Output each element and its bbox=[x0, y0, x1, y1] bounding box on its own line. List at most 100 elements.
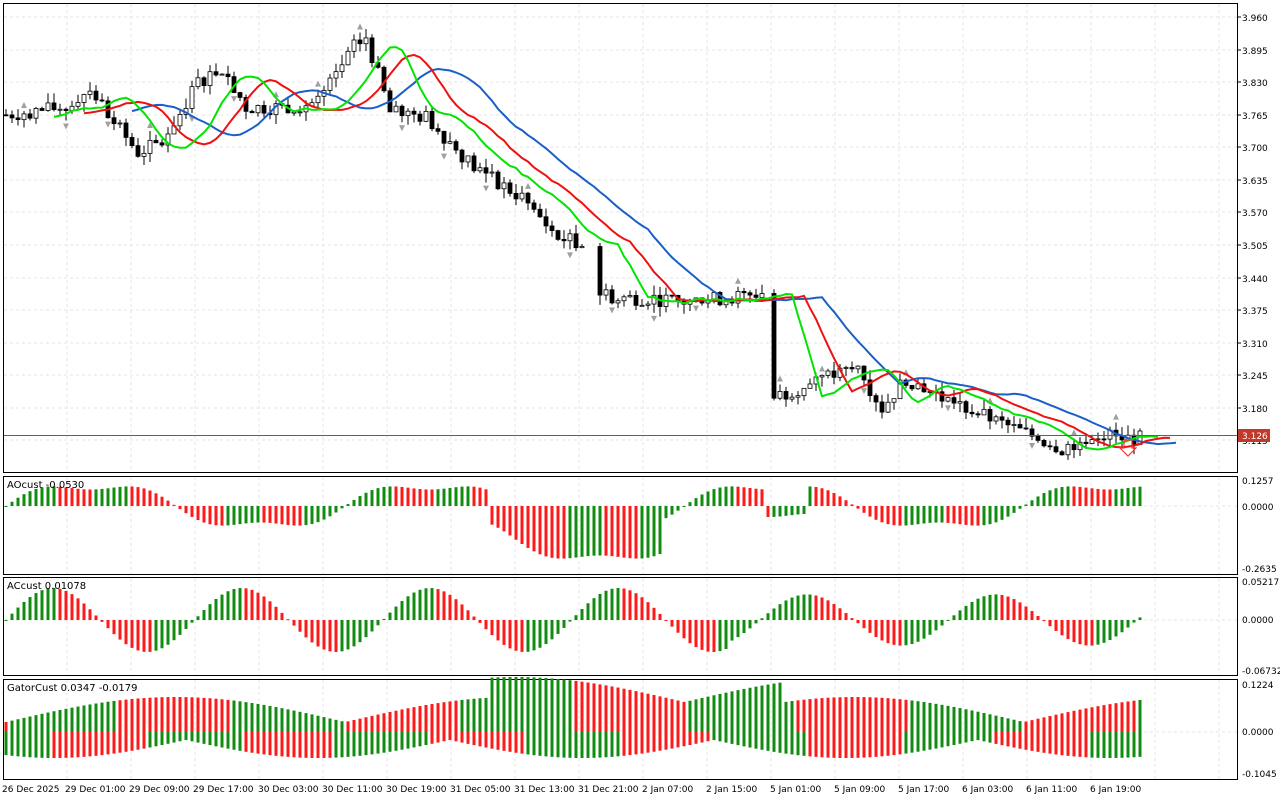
ac-bar bbox=[484, 620, 488, 630]
ao-bar bbox=[124, 486, 128, 506]
gator-upper-bar bbox=[844, 697, 848, 732]
ac-bar bbox=[772, 608, 776, 620]
fractal-marker bbox=[315, 80, 321, 87]
ao-bar bbox=[772, 506, 776, 517]
gator-lower-bar bbox=[496, 732, 500, 750]
gator-lower-bar bbox=[52, 732, 56, 758]
gator-upper-bar bbox=[10, 720, 14, 732]
ac-bar bbox=[652, 607, 656, 620]
ac-bar bbox=[214, 598, 218, 620]
gator-upper-bar bbox=[1132, 700, 1136, 732]
ac-bar bbox=[226, 591, 230, 620]
ao-bar bbox=[532, 506, 536, 552]
candle-body bbox=[1047, 445, 1053, 448]
ac-bar bbox=[838, 608, 842, 620]
gator-lower-bar bbox=[622, 732, 626, 756]
gator-upper-bar bbox=[1030, 720, 1034, 732]
gator-upper-bar bbox=[352, 719, 356, 732]
gator-lower-bar bbox=[934, 732, 938, 749]
ac-bar bbox=[256, 592, 260, 620]
ac-bar bbox=[394, 606, 398, 620]
time-label-31dec-05: 31 Dec 05:00 bbox=[450, 785, 511, 795]
ao-bar bbox=[346, 504, 350, 506]
candle-body bbox=[531, 202, 537, 210]
gator-upper-bar bbox=[364, 717, 368, 732]
price-axis[interactable]: 3.960 3.895 3.830 3.765 3.700 3.635 3.57… bbox=[1237, 14, 1280, 780]
ac-bar bbox=[58, 588, 62, 620]
gator-lower-bar bbox=[1102, 732, 1106, 758]
gator-upper-bar bbox=[1126, 701, 1130, 732]
candle-body bbox=[783, 391, 789, 400]
ao-bar bbox=[574, 506, 578, 558]
candle-body bbox=[57, 108, 63, 111]
ac-bar bbox=[844, 613, 848, 620]
time-label-31dec-21: 31 Dec 21:00 bbox=[578, 785, 639, 795]
gator-upper-bar bbox=[544, 678, 548, 732]
ac-bar bbox=[640, 597, 644, 620]
time-label-30dec-19: 30 Dec 19:00 bbox=[386, 785, 447, 795]
gator-lower-bar bbox=[1036, 732, 1040, 752]
gator-axis-max: 0.1224 bbox=[1242, 681, 1274, 691]
gator-upper-bar bbox=[832, 697, 836, 732]
ao-bar bbox=[220, 506, 224, 526]
ao-bar bbox=[496, 506, 500, 528]
gator-lower-bar bbox=[892, 732, 896, 756]
candle-body bbox=[501, 182, 507, 190]
gator-lower-bar bbox=[274, 732, 278, 756]
fractal-marker bbox=[21, 102, 27, 109]
candle-body bbox=[537, 208, 543, 218]
gator-lower-bar bbox=[1060, 732, 1064, 756]
gator-upper-bar bbox=[1000, 716, 1004, 732]
ao-bar bbox=[640, 506, 644, 559]
candle-body bbox=[405, 110, 411, 117]
candle-body bbox=[189, 86, 195, 109]
main-price-panel[interactable] bbox=[3, 23, 1237, 460]
gator-lower-bar bbox=[1078, 732, 1082, 757]
ac-bar bbox=[826, 600, 830, 620]
ac-bar bbox=[502, 620, 506, 645]
gator-upper-bar bbox=[58, 710, 62, 732]
ao-bar bbox=[664, 506, 668, 519]
fractal-marker bbox=[147, 122, 153, 129]
gator-lower-bar bbox=[1084, 732, 1088, 758]
candle-body bbox=[477, 167, 483, 172]
gator-lower-bar bbox=[418, 732, 422, 747]
ac-bar bbox=[1108, 620, 1112, 641]
ao-bar bbox=[838, 496, 842, 506]
candle-body bbox=[879, 401, 885, 413]
price-label-3765: 3.765 bbox=[1242, 112, 1268, 122]
gator-upper-bar bbox=[250, 702, 254, 732]
time-axis[interactable]: 26 Dec 2025 29 Dec 01:00 29 Dec 09:00 29… bbox=[2, 785, 1142, 795]
ao-bar bbox=[682, 506, 686, 507]
ao-bar bbox=[250, 506, 254, 523]
ao-bar bbox=[760, 489, 764, 506]
ac-bar bbox=[754, 620, 758, 624]
gator-upper-bar bbox=[748, 687, 752, 732]
candle-body bbox=[651, 294, 657, 305]
gator-upper-bar bbox=[370, 715, 374, 732]
ao-bar bbox=[94, 489, 98, 506]
gator-lower-bar bbox=[316, 732, 320, 758]
ao-bar bbox=[796, 506, 800, 515]
gator-lower-bar bbox=[1138, 732, 1142, 757]
gator-lower-bar bbox=[958, 732, 962, 744]
ao-bar bbox=[334, 506, 338, 513]
ao-bar bbox=[400, 486, 404, 506]
gator-lower-bar bbox=[412, 732, 416, 748]
gator-upper-bar bbox=[46, 712, 50, 732]
ac-bar bbox=[670, 620, 674, 627]
ac-bar bbox=[766, 613, 770, 620]
candle-body bbox=[957, 401, 963, 404]
ao-panel-frame bbox=[3, 476, 1238, 575]
gator-upper-bar bbox=[862, 697, 866, 732]
gator-upper-bar bbox=[286, 709, 290, 732]
main-panel-frame bbox=[3, 3, 1238, 473]
candle-body bbox=[249, 110, 255, 114]
gator-lower-bar bbox=[1114, 732, 1118, 758]
ao-bar bbox=[610, 506, 614, 557]
gator-lower-bar bbox=[694, 732, 698, 744]
candle-body bbox=[75, 102, 81, 107]
gator-lower-bar bbox=[154, 732, 158, 747]
gator-lower-bar bbox=[130, 732, 134, 751]
